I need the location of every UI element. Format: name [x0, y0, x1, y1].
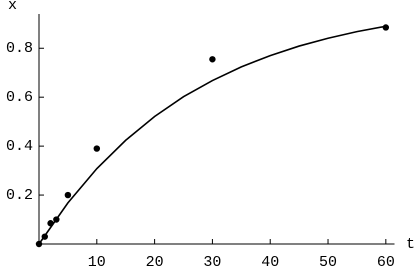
x-tick-label: 40: [261, 254, 279, 267]
y-tick-label: 0.2: [6, 187, 33, 204]
y-tick-label: 0.8: [6, 40, 33, 57]
data-point: [35, 240, 43, 248]
data-point: [209, 56, 216, 63]
x-tick-label: 30: [203, 254, 221, 267]
data-point: [53, 216, 60, 223]
x-axis-label: t: [406, 236, 415, 253]
data-point: [41, 233, 48, 240]
y-tick-label: 0.6: [6, 89, 33, 106]
data-point: [93, 145, 101, 152]
y-axis-label: x: [8, 0, 17, 14]
x-tick-label: 60: [377, 254, 395, 267]
x-tick-label: 20: [146, 254, 164, 267]
data-point: [64, 191, 72, 199]
data-point: [47, 220, 54, 227]
y-tick-label: 0.4: [6, 138, 33, 155]
x-tick-label: 50: [319, 254, 337, 267]
data-point: [382, 24, 390, 31]
fit-curve: [38, 25, 386, 245]
x-tick-label: 10: [88, 254, 106, 267]
